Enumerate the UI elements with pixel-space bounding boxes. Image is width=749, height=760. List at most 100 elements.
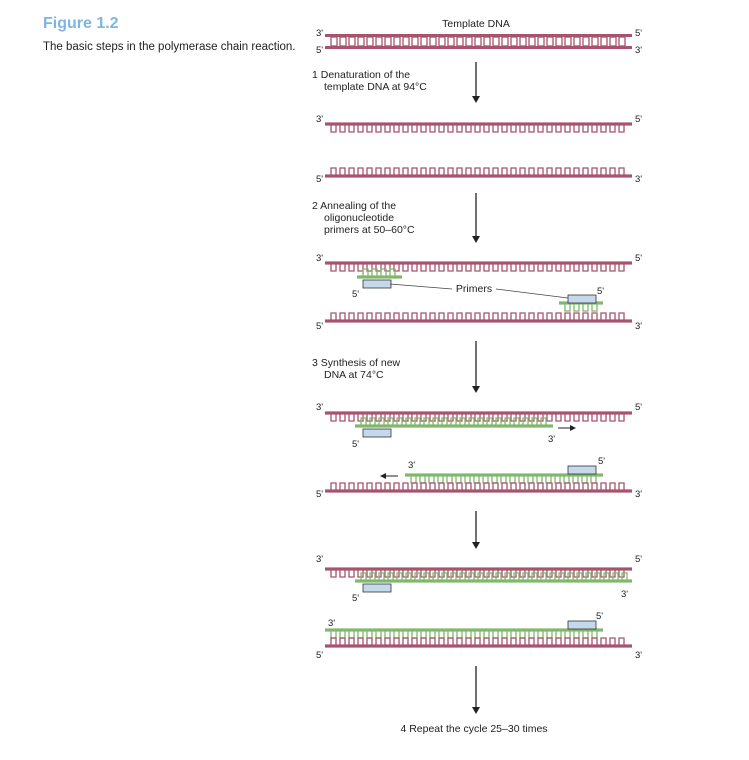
base-tooth <box>483 312 490 321</box>
step-3-label-line: DNA at 74°C <box>324 369 384 381</box>
base-tooth <box>330 637 337 646</box>
base-tooth <box>564 482 571 491</box>
base-tooth <box>411 167 418 176</box>
base-tooth <box>501 167 508 176</box>
base-pair <box>492 36 500 47</box>
base-tooth <box>402 124 409 133</box>
base-tooth <box>366 637 373 646</box>
base-tooth <box>591 167 598 176</box>
base-tooth <box>393 263 400 272</box>
primer-box-reverse <box>567 294 597 304</box>
base-pair <box>411 36 419 47</box>
base-tooth <box>348 263 355 272</box>
base-tooth <box>546 263 553 272</box>
base-tooth <box>402 312 409 321</box>
base-pair <box>618 36 626 47</box>
base-tooth <box>447 312 454 321</box>
base-tooth <box>384 637 391 646</box>
base-pair <box>600 36 608 47</box>
template-bottom-strand <box>325 167 632 178</box>
backbone <box>325 567 632 571</box>
primers-leader <box>495 288 569 299</box>
base-tooth <box>528 312 535 321</box>
base-tooth <box>492 167 499 176</box>
base-tooth <box>573 124 580 133</box>
end-label: 5' <box>597 286 604 297</box>
base-tooth <box>339 124 346 133</box>
base-tooth <box>486 572 493 581</box>
base-tooth <box>618 263 625 272</box>
base-tooth <box>330 167 337 176</box>
base-tooth <box>429 124 436 133</box>
base-tooth <box>537 263 544 272</box>
base-tooth <box>330 124 337 133</box>
figure-title: Figure 1.2 <box>43 15 119 32</box>
base-pair <box>528 36 536 47</box>
base-pair <box>330 36 338 47</box>
base-tooth <box>528 482 535 491</box>
end-label: 3' <box>635 489 642 500</box>
base-tooth <box>504 572 511 581</box>
base-tooth <box>474 263 481 272</box>
template-bottom-strand <box>325 312 632 323</box>
products-arrow <box>472 511 480 549</box>
base-tooth <box>591 303 598 312</box>
base-tooth <box>540 417 547 426</box>
backbone <box>325 489 632 493</box>
base-tooth <box>387 417 394 426</box>
base-tooth <box>564 413 571 422</box>
base-tooth <box>555 312 562 321</box>
base-tooth <box>600 167 607 176</box>
base-tooth <box>378 417 385 426</box>
base-tooth <box>591 482 598 491</box>
end-label: 3' <box>635 650 642 661</box>
base-pair <box>456 36 464 47</box>
base-tooth <box>483 482 490 491</box>
base-tooth <box>474 312 481 321</box>
end-label: 3' <box>548 434 555 445</box>
base-tooth <box>402 167 409 176</box>
base-tooth <box>330 482 337 491</box>
step-1-label-line: template DNA at 94°C <box>324 81 427 93</box>
base-tooth <box>600 413 607 422</box>
base-tooth <box>495 417 502 426</box>
base-tooth <box>396 572 403 581</box>
base-tooth <box>369 572 376 581</box>
base-tooth <box>420 312 427 321</box>
base-tooth <box>618 482 625 491</box>
bottom-backbone <box>325 46 632 49</box>
base-tooth <box>357 312 364 321</box>
backbone <box>325 628 603 632</box>
base-tooth <box>618 637 625 646</box>
base-tooth <box>582 263 589 272</box>
base-tooth <box>483 167 490 176</box>
base-tooth <box>468 417 475 426</box>
base-pair <box>366 36 374 47</box>
base-pair <box>429 36 437 47</box>
end-label: 3' <box>316 402 323 413</box>
base-tooth <box>348 413 355 422</box>
base-tooth <box>423 417 430 426</box>
base-tooth <box>414 417 421 426</box>
base-tooth <box>582 637 589 646</box>
base-tooth <box>591 263 598 272</box>
step-3-arrow <box>472 341 480 393</box>
base-tooth <box>573 312 580 321</box>
base-tooth <box>429 482 436 491</box>
base-tooth <box>447 637 454 646</box>
base-tooth <box>447 167 454 176</box>
base-tooth <box>609 263 616 272</box>
base-tooth <box>603 572 610 581</box>
base-tooth <box>519 263 526 272</box>
end-label: 5' <box>316 174 323 185</box>
base-tooth <box>582 303 589 312</box>
base-tooth <box>492 482 499 491</box>
base-tooth <box>371 268 378 277</box>
base-tooth <box>477 417 484 426</box>
end-label: 3' <box>316 28 323 39</box>
base-tooth <box>456 312 463 321</box>
base-tooth <box>402 263 409 272</box>
base-tooth <box>330 569 337 578</box>
base-tooth <box>348 637 355 646</box>
base-tooth <box>585 572 592 581</box>
